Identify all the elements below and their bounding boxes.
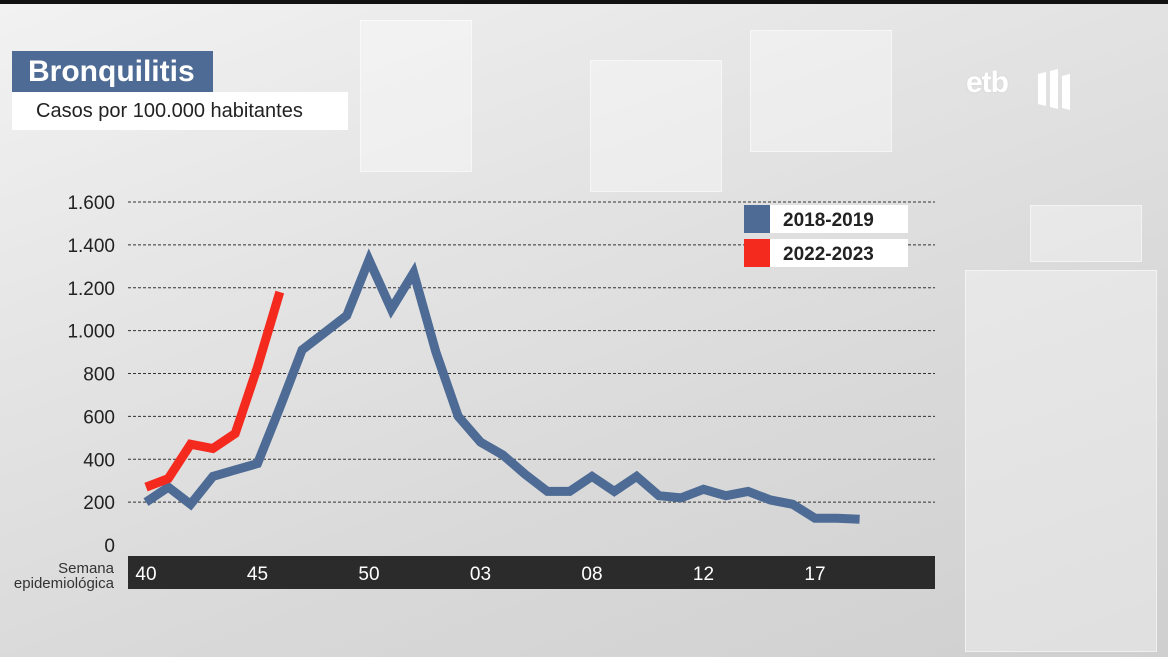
legend-label-bg — [770, 239, 908, 267]
legend-label: 2022-2023 — [783, 244, 874, 265]
legend-label: 2018-2019 — [783, 210, 874, 231]
x-tick-label: 12 — [693, 564, 714, 585]
top-border — [0, 0, 1168, 4]
series-line-2022-2023 — [144, 290, 285, 492]
y-axis-ticks: 0 200 400 600 800 1.000 1.200 1.400 1.600 — [67, 193, 115, 557]
y-tick-label: 1.600 — [67, 193, 115, 214]
chart-subtitle: Casos por 100.000 habitantes — [12, 92, 348, 130]
chart-title: Bronquilitis — [12, 51, 213, 92]
background-building — [1030, 205, 1142, 262]
legend-swatch — [744, 205, 770, 233]
legend-label-bg — [770, 205, 908, 233]
x-axis-title-line1: Semana — [58, 560, 114, 577]
y-tick-label: 400 — [83, 450, 115, 471]
legend: 2018-2019 2022-2023 — [744, 205, 908, 267]
series-lines — [143, 248, 860, 524]
x-tick-label: 45 — [247, 564, 268, 585]
y-tick-label: 800 — [83, 365, 115, 386]
background-building — [360, 20, 472, 172]
x-tick-label: 40 — [135, 564, 156, 585]
x-axis-bar — [128, 556, 935, 589]
y-tick-label: 1.000 — [67, 322, 115, 343]
background-building — [965, 270, 1157, 652]
y-tick-label: 200 — [83, 493, 115, 514]
x-tick-label: 03 — [470, 564, 491, 585]
background-building — [590, 60, 722, 192]
y-tick-label: 0 — [104, 536, 115, 557]
legend-swatch — [744, 239, 770, 267]
y-tick-label: 1.400 — [67, 236, 115, 257]
x-tick-label: 08 — [581, 564, 602, 585]
etb-logo-icon — [1038, 69, 1070, 110]
x-tick-label: 17 — [804, 564, 825, 585]
x-axis-title-line2: epidemiológica — [13, 575, 114, 592]
y-tick-label: 600 — [83, 407, 115, 428]
x-tick-label: 50 — [358, 564, 379, 585]
etb-logo: etb — [966, 66, 1009, 99]
x-axis-ticks: 40 45 50 03 08 12 17 — [135, 564, 825, 585]
x-axis-title: Semana epidemiológica — [4, 561, 114, 591]
background-building — [750, 30, 892, 152]
y-tick-label: 1.200 — [67, 279, 115, 300]
series-line-2018-2019 — [143, 248, 860, 524]
